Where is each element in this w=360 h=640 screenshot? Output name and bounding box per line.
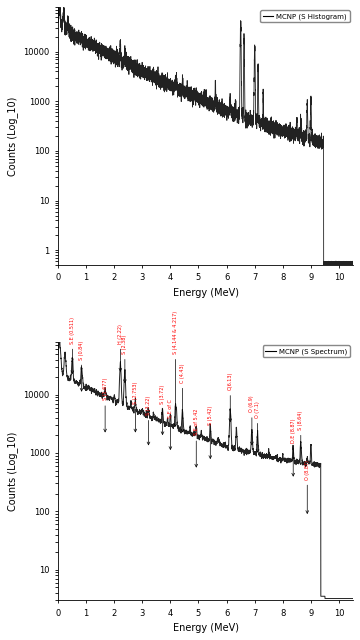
Text: S.E of 5.42: S.E of 5.42 (194, 409, 199, 467)
Text: O (6.9): O (6.9) (249, 396, 255, 445)
Text: S (1.677): S (1.677) (103, 378, 108, 432)
Text: S (8.64): S (8.64) (298, 410, 303, 465)
Y-axis label: Counts (Log_10): Counts (Log_10) (7, 97, 18, 176)
X-axis label: Energy (MeV): Energy (MeV) (172, 623, 239, 633)
Text: C (4.43): C (4.43) (180, 364, 185, 432)
Text: O (8.87): O (8.87) (305, 460, 310, 513)
Text: O(6.13): O(6.13) (228, 372, 233, 422)
Text: O (7.1): O (7.1) (255, 401, 260, 452)
Text: S.E (0.511): S.E (0.511) (70, 317, 75, 374)
Text: S (2.38): S (2.38) (122, 335, 127, 383)
Text: S (3.72): S (3.72) (160, 385, 165, 435)
Text: S (5.42): S (5.42) (208, 406, 213, 458)
Text: S (0.84): S (0.84) (79, 340, 84, 391)
Text: S.E of C: S.E of C (168, 399, 173, 449)
Text: S (4.144 & 4.217): S (4.144 & 4.217) (173, 311, 178, 426)
Text: S (3.22): S (3.22) (146, 396, 151, 445)
Text: S (2.753): S (2.753) (133, 381, 138, 432)
Y-axis label: Counts (Log_10): Counts (Log_10) (7, 431, 18, 511)
Text: H (2.22): H (2.22) (118, 324, 123, 371)
X-axis label: Energy (MeV): Energy (MeV) (172, 288, 239, 298)
Text: D.E (8.87): D.E (8.87) (291, 418, 296, 476)
Legend: MCNP (S Spectrum): MCNP (S Spectrum) (262, 346, 350, 358)
Legend: MCNP (S Histogram): MCNP (S Histogram) (260, 10, 350, 22)
